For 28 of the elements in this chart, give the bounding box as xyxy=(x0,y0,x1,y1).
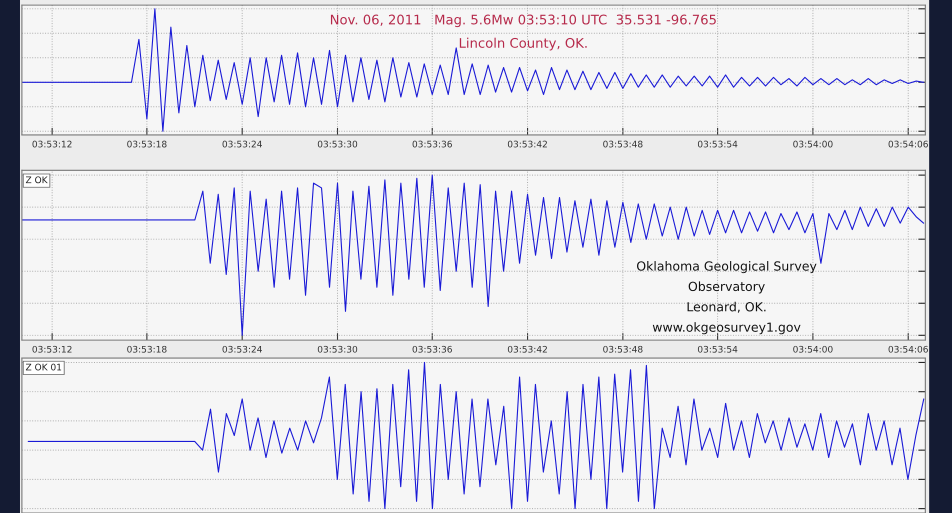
x-tick-label: 03:53:30 xyxy=(318,140,358,148)
x-tick-label: 03:54:00 xyxy=(793,346,833,353)
x-tick-label: 03:53:36 xyxy=(412,140,452,148)
x-tick-label: 03:53:48 xyxy=(603,140,643,148)
annotation: Leonard, OK. xyxy=(688,302,766,313)
annotation: www.okgeosurvey1.gov xyxy=(652,322,801,334)
annotation: Z OK 01 xyxy=(26,364,62,370)
x-tick-label: 03:54:06 xyxy=(888,346,928,353)
x-tick-label: 03:53:18 xyxy=(127,346,167,353)
x-tick-label: 03:53:54 xyxy=(698,140,738,148)
text: Lincoln County, OK. xyxy=(460,38,587,50)
x-tick-label: 03:53:12 xyxy=(32,346,72,353)
x-tick-label: 03:53:36 xyxy=(412,346,452,353)
annotation: Observatory xyxy=(688,281,765,294)
chart-title: Nov. 06, 2011 Mag. 5.6Mw 03:53:10 UTC 35.531 -96.765 xyxy=(330,14,716,28)
x-tick-label: 03:53:48 xyxy=(603,346,643,353)
x-tick-label: 03:53:42 xyxy=(508,346,547,353)
annotation: Oklahoma Geological Survey xyxy=(636,261,817,274)
x-tick-label: 03:54:00 xyxy=(793,140,833,148)
x-tick-label: 03:54:06 xyxy=(888,140,928,148)
x-tick-label: 03:53:12 xyxy=(32,140,72,148)
x-tick-label: 03:53:24 xyxy=(222,346,262,353)
x-tick-label: 03:53:42 xyxy=(508,140,547,148)
x-tick-label: 03:53:30 xyxy=(318,346,358,353)
x-tick-label: 03:53:54 xyxy=(698,346,738,353)
x-tick-label: 03:53:18 xyxy=(127,140,167,148)
annotation: Z OK xyxy=(26,176,48,184)
x-tick-label: 03:53:24 xyxy=(222,140,262,148)
